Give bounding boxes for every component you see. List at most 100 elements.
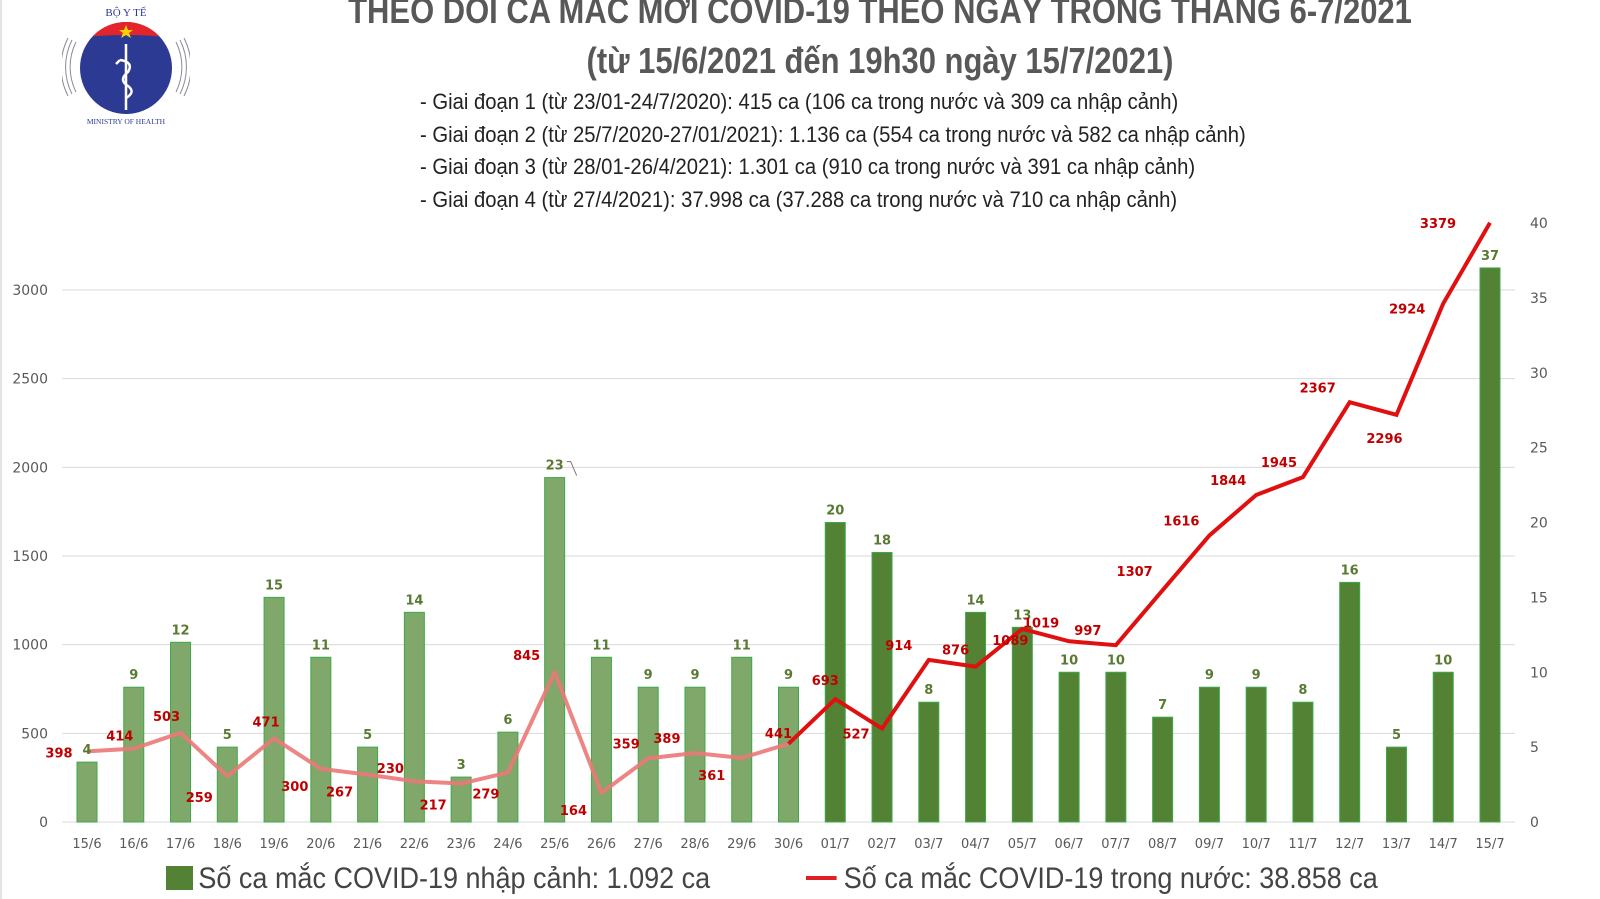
- line-label: 259: [186, 791, 213, 806]
- x-axis-label: 15/7: [1475, 837, 1504, 852]
- x-axis-label: 23/6: [447, 837, 476, 852]
- x-axis-label: 24/6: [493, 837, 522, 852]
- bar-label: 5: [1392, 728, 1401, 743]
- legend-bars: Số ca mắc COVID-19 nhập cảnh: 1.092 ca: [166, 862, 710, 896]
- right-axis-tick: 0: [1530, 815, 1539, 831]
- x-axis-label: 06/7: [1054, 837, 1083, 852]
- x-axis-label: 17/6: [166, 837, 195, 852]
- bar: [1152, 716, 1174, 823]
- logo-bottom-text: MINISTRY OF HEALTH: [87, 117, 166, 126]
- legend-line: Số ca mắc COVID-19 trong nước: 38.858 ca: [806, 862, 1378, 896]
- x-axis-label: 30/6: [774, 837, 803, 852]
- bar-label: 10: [1060, 653, 1078, 668]
- bar: [544, 477, 566, 823]
- line-label: 1945: [1261, 456, 1297, 471]
- line-label: 2924: [1389, 302, 1425, 317]
- line-label: 2367: [1300, 381, 1336, 396]
- bar: [590, 656, 612, 823]
- x-axis-label: 27/6: [634, 837, 663, 852]
- x-axis-label: 21/6: [353, 837, 382, 852]
- x-axis-label: 03/7: [914, 837, 943, 852]
- bar-label: 5: [223, 728, 232, 743]
- line-label: 164: [560, 804, 587, 819]
- line-label: 471: [252, 715, 279, 730]
- x-axis-label: 04/7: [961, 837, 990, 852]
- bar: [1011, 626, 1033, 823]
- phase-item: - Giai đoạn 4 (từ 27/4/2021): 37.998 ca …: [420, 186, 1178, 212]
- bar-label: 23: [546, 459, 564, 474]
- bar-label: 20: [826, 504, 844, 519]
- x-axis-label: 22/6: [400, 837, 429, 852]
- bar-label: 10: [1434, 653, 1452, 668]
- bar: [778, 686, 799, 823]
- bar-label: 8: [924, 683, 933, 698]
- left-axis-tick: 500: [21, 726, 48, 742]
- bar-label: 11: [733, 638, 751, 653]
- line-label: 1616: [1163, 514, 1199, 529]
- x-axis-label: 11/7: [1288, 837, 1317, 852]
- bar-label: 9: [690, 668, 699, 683]
- bar: [824, 522, 846, 823]
- right-axis-tick: 5: [1530, 740, 1539, 756]
- line-label: 441: [765, 727, 792, 742]
- x-axis-label: 19/6: [259, 837, 288, 852]
- bar-label: 3: [457, 758, 466, 773]
- line-label: 230: [377, 762, 404, 777]
- x-axis-label: 02/7: [867, 837, 896, 852]
- bar: [357, 746, 379, 823]
- x-axis-label: 15/6: [72, 837, 101, 852]
- bar: [310, 656, 332, 823]
- legend-line-swatch: [806, 876, 837, 880]
- bar-label: 18: [873, 533, 891, 548]
- bar: [918, 701, 940, 823]
- bar-label: 14: [405, 593, 423, 608]
- line-label: 845: [513, 649, 540, 664]
- chart-title: THEO DÕI CA MẮC MỚI COVID-19 THEO NGÀY T…: [348, 0, 1412, 31]
- right-axis-tick: 20: [1530, 516, 1548, 532]
- page-margin: [1568, 0, 1600, 899]
- x-axis-labels: 15/6 16/6 17/6 18/6 19/6 20/6 21/6 22/6 23/6 24/6…: [72, 837, 1504, 852]
- right-axis-tick: 15: [1530, 590, 1548, 606]
- bar-label: 11: [592, 638, 610, 653]
- bar-label: 7: [1158, 698, 1167, 713]
- line-label: 398: [45, 746, 72, 761]
- left-axis-tick: 1500: [12, 549, 48, 565]
- domestic-cases-line: [86, 221, 1492, 795]
- right-axis-tick: 10: [1530, 665, 1548, 681]
- legend-bar-swatch: [166, 866, 193, 890]
- bar: [123, 686, 145, 823]
- line-label: 997: [1074, 624, 1101, 639]
- left-axis-tick: 2000: [12, 460, 48, 476]
- line-label: 914: [885, 639, 912, 654]
- bar-label: 13: [1013, 608, 1031, 623]
- caduceus-icon: [115, 44, 133, 110]
- left-axis-tick: 0: [39, 815, 48, 831]
- bar: [1105, 671, 1127, 823]
- ministry-of-health-logo: BỘ Y TẾ MINISTRY OF HEALTH: [62, 6, 190, 126]
- right-axis-tick: 25: [1530, 441, 1548, 457]
- line-label: 1019: [1023, 616, 1059, 631]
- line-label: 2296: [1366, 432, 1402, 447]
- x-axis-label: 25/6: [540, 837, 569, 852]
- x-axis-label: 10/7: [1242, 837, 1271, 852]
- x-axis-label: 14/7: [1429, 837, 1458, 852]
- line-label: 503: [153, 710, 180, 725]
- bar: [76, 761, 98, 823]
- x-axis-label: 28/6: [680, 837, 709, 852]
- x-axis-label: 26/6: [587, 837, 616, 852]
- bar: [403, 611, 425, 823]
- line-label: 359: [613, 737, 640, 752]
- bar-data-labels: 4 9 12 5 15 11 5 14 3 6 23 11 9 9 11 9 20 18 8 14 13 10 10 7 9 9 8…: [82, 249, 1499, 773]
- left-axis-tick: 2500: [12, 372, 48, 388]
- bar: [263, 596, 285, 823]
- x-axis-label: 08/7: [1148, 837, 1177, 852]
- bar-label: 6: [503, 713, 512, 728]
- bar-label: 12: [171, 623, 189, 638]
- x-axis-label: 05/7: [1008, 837, 1037, 852]
- line-label: 1307: [1117, 565, 1153, 580]
- x-axis-label: 20/6: [306, 837, 335, 852]
- bar-label: 11: [312, 638, 330, 653]
- chart-subtitle: (từ 15/6/2021 đến 19h30 ngày 15/7/2021): [586, 40, 1174, 81]
- bar-label: 9: [1205, 668, 1214, 683]
